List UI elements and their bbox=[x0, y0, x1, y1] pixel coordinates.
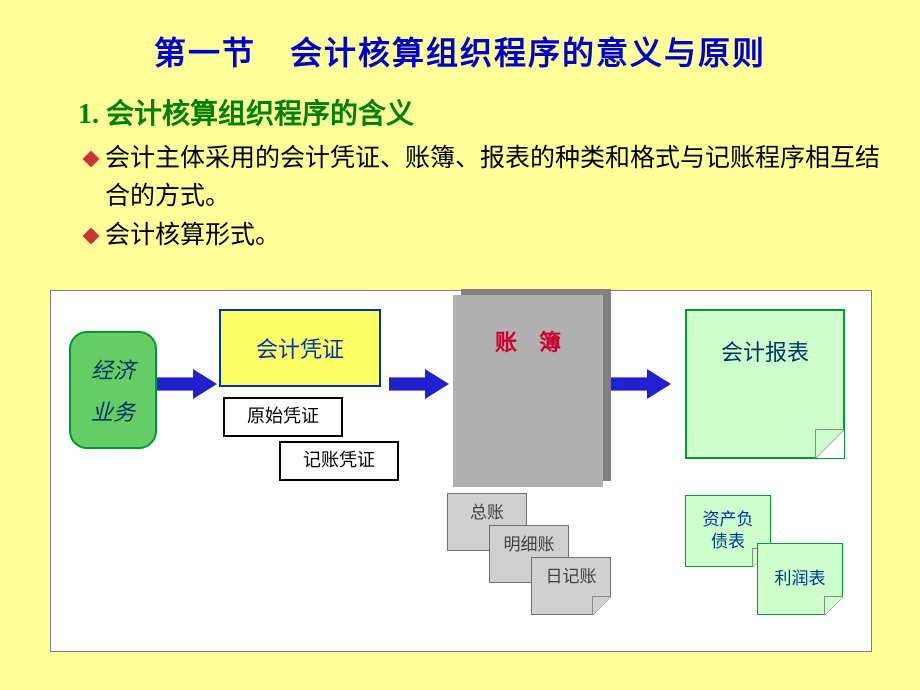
flow-diagram: 经济 业务 会计凭证 原始凭证 记账凭证 账 簿 总账 明细账 日记账 会计报表 bbox=[50, 290, 872, 652]
node-ledger: 账 簿 bbox=[453, 295, 603, 487]
arrow-2 bbox=[389, 369, 449, 399]
report-sub1-line2: 债表 bbox=[711, 531, 745, 553]
body-paragraph-1: 会计主体采用的会计凭证、账簿、报表的种类和格式与记账程序相互结合的方式。 bbox=[55, 140, 880, 215]
page-title: 第一节 会计核算组织程序的意义与原则 bbox=[0, 0, 920, 74]
report-sub2-label: 利润表 bbox=[775, 568, 826, 590]
arrow-1 bbox=[157, 369, 217, 399]
node-voucher-sub2: 记账凭证 bbox=[279, 441, 399, 481]
bullet-icon bbox=[83, 228, 100, 245]
subtitle-text: 会计核算组织程序的含义 bbox=[106, 99, 414, 130]
title-text: 第一节 会计核算组织程序的意义与原则 bbox=[154, 35, 766, 71]
node-voucher: 会计凭证 bbox=[219, 309, 381, 387]
voucher-sub2-label: 记账凭证 bbox=[303, 449, 375, 472]
page-fold-icon bbox=[824, 596, 843, 615]
node-voucher-label: 会计凭证 bbox=[256, 332, 344, 364]
node-ledger-sub3: 日记账 bbox=[531, 557, 611, 615]
body-paragraph-2: 会计核算形式。 bbox=[55, 217, 880, 255]
body-line-2: 会计核算形式。 bbox=[105, 217, 280, 255]
arrow-3 bbox=[611, 369, 671, 399]
voucher-sub1-label: 原始凭证 bbox=[247, 405, 319, 428]
node-report: 会计报表 bbox=[685, 309, 845, 459]
node-report-label: 会计报表 bbox=[721, 335, 809, 367]
node-report-sub2: 利润表 bbox=[757, 543, 843, 615]
ledger-sub3-label: 日记账 bbox=[546, 566, 597, 588]
section-subtitle: 1. 会计核算组织程序的含义 bbox=[78, 92, 920, 132]
report-sub1-line1: 资产负 bbox=[703, 509, 754, 531]
bullet-icon bbox=[83, 151, 100, 168]
page-fold-icon bbox=[815, 429, 844, 458]
node-voucher-sub1: 原始凭证 bbox=[223, 397, 343, 437]
page-fold-icon bbox=[592, 596, 611, 615]
node-business: 经济 业务 bbox=[69, 331, 157, 449]
ledger-sub1-label: 总账 bbox=[470, 502, 504, 524]
ledger-sub2-label: 明细账 bbox=[504, 534, 555, 556]
body-line-1: 会计主体采用的会计凭证、账簿、报表的种类和格式与记账程序相互结合的方式。 bbox=[105, 140, 880, 215]
node-business-line1: 经济 bbox=[91, 353, 135, 385]
node-ledger-label: 账 簿 bbox=[495, 325, 561, 357]
subtitle-prefix: 1. bbox=[78, 99, 99, 130]
node-business-line2: 业务 bbox=[91, 395, 135, 427]
